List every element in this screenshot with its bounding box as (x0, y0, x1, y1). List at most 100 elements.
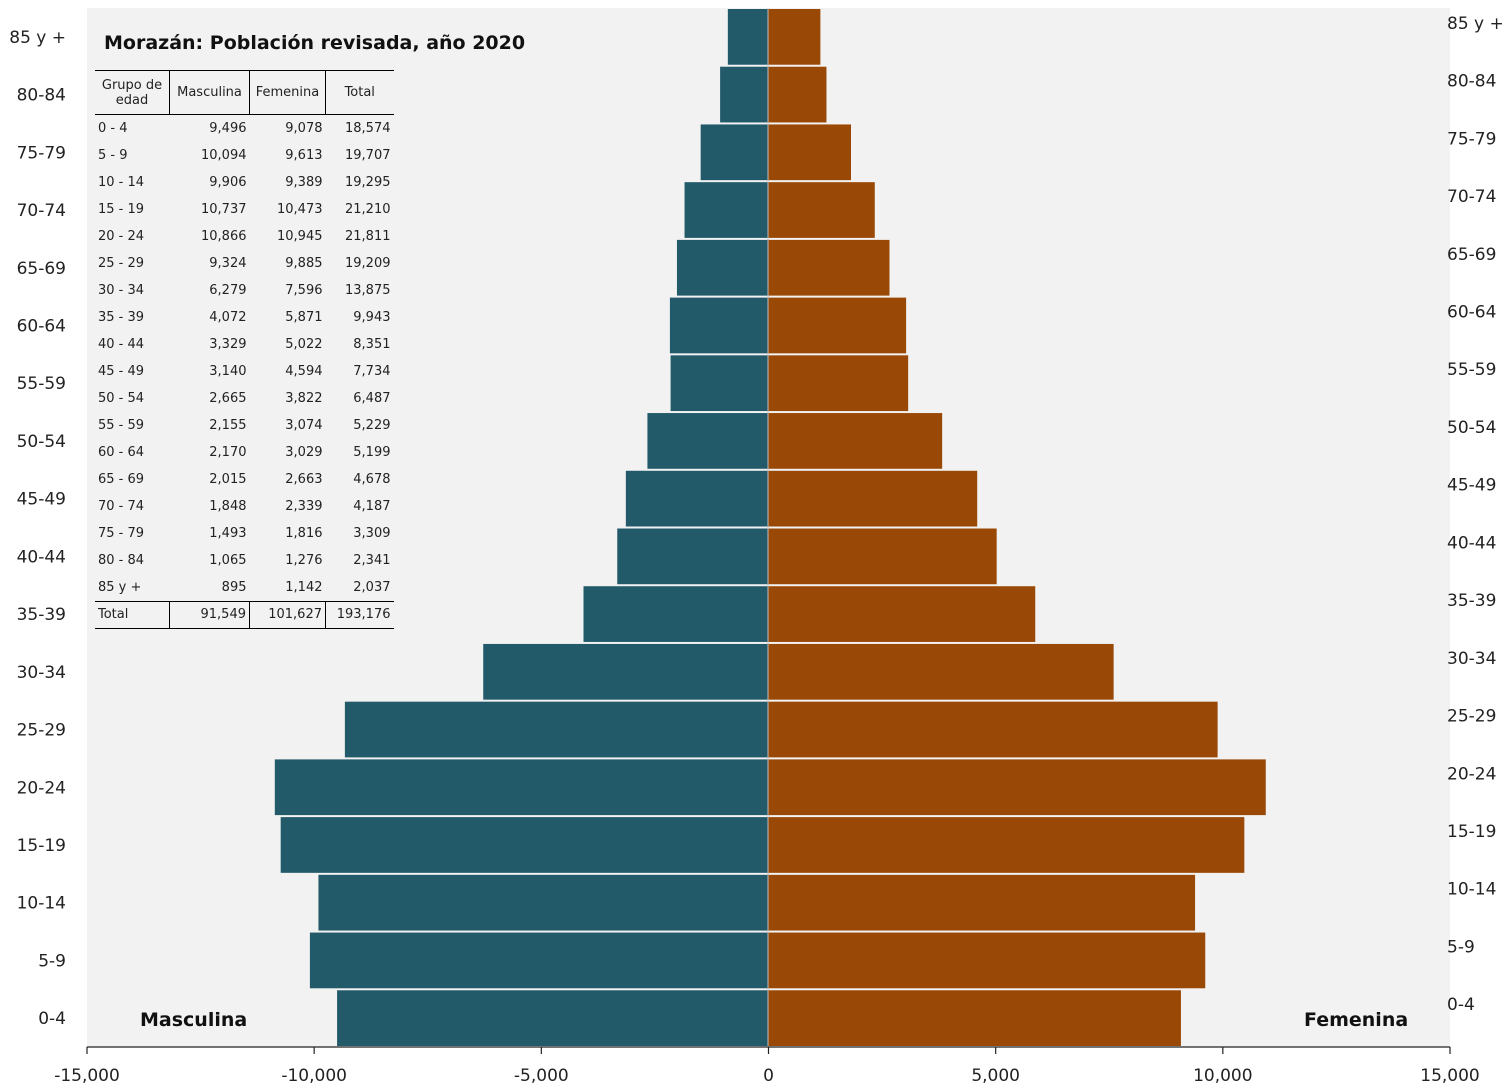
bar-male-0-4 (337, 990, 769, 1046)
table-cell-male: 2,155 (209, 418, 247, 433)
y-label-left: 15-19 (17, 836, 66, 856)
table-row: 15 - 19 10,737 10,473 21,210 (95, 196, 394, 223)
x-tick-label: -15,000 (54, 1066, 120, 1086)
x-tick-label: 10,000 (1193, 1066, 1252, 1086)
table-row: 55 - 59 2,155 3,074 5,229 (95, 412, 394, 439)
table-row: 65 - 69 2,015 2,663 4,678 (95, 466, 394, 493)
table-row: 50 - 54 2,665 3,822 6,487 (95, 385, 394, 412)
table-cell-male: 4,072 (209, 310, 247, 325)
x-axis-ticks: -15,000 -10,000 -5,000 0 5,000 10,000 15,000 (54, 1047, 1480, 1086)
table-cell-total: 5,199 (353, 445, 391, 460)
table-row: 10 - 14 9,906 9,389 19,295 (95, 169, 394, 196)
bar-female-25-29 (768, 701, 1218, 758)
table-cell-male: 1,493 (209, 526, 247, 541)
bar-female-75-79 (768, 124, 852, 181)
table-row: 0 - 4 9,496 9,078 18,574 (95, 115, 394, 143)
table-cell-female: 2,339 (285, 499, 323, 514)
table-cell-female: 9,885 (285, 256, 323, 271)
bar-male-5-9 (309, 932, 769, 989)
table-cell-total: 21,210 (345, 202, 391, 217)
table-total-all: 193,176 (325, 601, 394, 629)
table-cell-female: 1,816 (285, 526, 323, 541)
y-label-right: 5-9 (1447, 937, 1475, 957)
table-cell-female: 10,473 (277, 202, 323, 217)
table-cell-male: 3,140 (209, 364, 247, 379)
bar-female-85yplus (768, 9, 821, 65)
table-row: 85 y + 895 1,142 2,037 (95, 574, 394, 602)
y-label-right: 15-19 (1447, 822, 1496, 842)
bar-female-60-64 (768, 297, 907, 354)
table-cell-female: 9,078 (285, 121, 323, 136)
table-cell-age-group: 10 - 14 (98, 175, 145, 190)
table-cell-male: 9,906 (209, 175, 247, 190)
bar-female-35-39 (768, 586, 1036, 642)
table-total-female: 101,627 (249, 601, 326, 629)
table-cell-age-group: 0 - 4 (98, 121, 128, 136)
bar-female-40-44 (768, 528, 997, 585)
table-cell-male: 6,279 (209, 283, 247, 298)
population-table: Grupo de edad Masculina Femenina Total 0… (95, 70, 394, 629)
table-cell-age-group: 55 - 59 (98, 418, 145, 433)
table-cell-total: 5,229 (353, 418, 391, 433)
table-cell-age-group: 15 - 19 (98, 202, 145, 217)
x-tick-label: -5,000 (514, 1066, 569, 1086)
table-cell-age-group: 65 - 69 (98, 472, 145, 487)
male-side-label: Masculina (140, 1009, 248, 1031)
bar-female-30-34 (768, 643, 1114, 700)
y-axis-labels-right: 0-4 5-9 10-14 15-19 20-24 25-29 30-34 35-39 40-4… (1447, 14, 1504, 1015)
table-row: 70 - 74 1,848 2,339 4,187 (95, 493, 394, 520)
x-tick-label: 5,000 (971, 1066, 1020, 1086)
y-label-left: 30-34 (17, 663, 66, 683)
y-label-right: 40-44 (1447, 533, 1496, 553)
bar-female-80-84 (768, 66, 827, 123)
table-cell-total: 6,487 (353, 391, 391, 406)
table-cell-age-group: 50 - 54 (98, 391, 145, 406)
table-row: 60 - 64 2,170 3,029 5,199 (95, 439, 394, 466)
bar-female-70-74 (768, 182, 875, 238)
y-label-left: 35-39 (17, 605, 66, 625)
table-cell-total: 2,341 (353, 553, 391, 568)
table-cell-female: 1,142 (285, 580, 323, 595)
table-cell-male: 2,665 (209, 391, 247, 406)
bar-male-45-49 (625, 470, 769, 527)
bar-male-35-39 (583, 586, 769, 642)
chart-title: Morazán: Población revisada, año 2020 (104, 32, 526, 54)
table-row: 20 - 24 10,866 10,945 21,811 (95, 223, 394, 250)
bar-female-50-54 (768, 413, 943, 469)
table-cell-male: 10,866 (201, 229, 247, 244)
table-cell-age-group: 25 - 29 (98, 256, 145, 271)
bar-female-0-4 (768, 990, 1181, 1046)
table-body: 0 - 4 9,496 9,078 18,574 5 - 9 10,094 9,613 19,… (95, 115, 394, 602)
table-cell-age-group: 5 - 9 (98, 148, 128, 163)
table-header-row: Grupo de edad Masculina Femenina Total (95, 70, 394, 115)
table-cell-male: 10,094 (201, 148, 247, 163)
y-label-left: 65-69 (17, 259, 66, 279)
table-cell-total: 18,574 (345, 121, 391, 136)
bar-male-50-54 (647, 413, 769, 469)
table-cell-female: 9,389 (285, 175, 323, 190)
x-tick-label: 0 (763, 1066, 774, 1086)
table-cell-age-group: 20 - 24 (98, 229, 145, 244)
table-cell-total: 4,678 (353, 472, 391, 487)
y-label-left: 60-64 (17, 316, 66, 336)
bar-female-55-59 (768, 355, 909, 412)
bar-male-25-29 (344, 701, 769, 758)
table-cell-female: 4,594 (285, 364, 323, 379)
y-label-right: 65-69 (1447, 245, 1496, 265)
table-row: 80 - 84 1,065 1,276 2,341 (95, 547, 394, 574)
bar-male-55-59 (670, 355, 769, 412)
table-total-label: Total (95, 601, 170, 629)
table-cell-female: 10,945 (277, 229, 323, 244)
female-side-label: Femenina (1304, 1009, 1409, 1031)
y-label-left: 20-24 (17, 778, 66, 798)
bar-male-20-24 (274, 759, 769, 816)
bar-male-30-34 (483, 643, 769, 700)
bar-male-65-69 (676, 239, 769, 296)
table-cell-age-group: 35 - 39 (98, 310, 145, 325)
bar-male-75-79 (700, 124, 769, 181)
y-label-left: 70-74 (17, 201, 66, 221)
table-header-total: Total (325, 70, 394, 115)
table-cell-female: 7,596 (285, 283, 323, 298)
table-header-female: Femenina (249, 70, 326, 115)
table-cell-total: 8,351 (353, 337, 391, 352)
